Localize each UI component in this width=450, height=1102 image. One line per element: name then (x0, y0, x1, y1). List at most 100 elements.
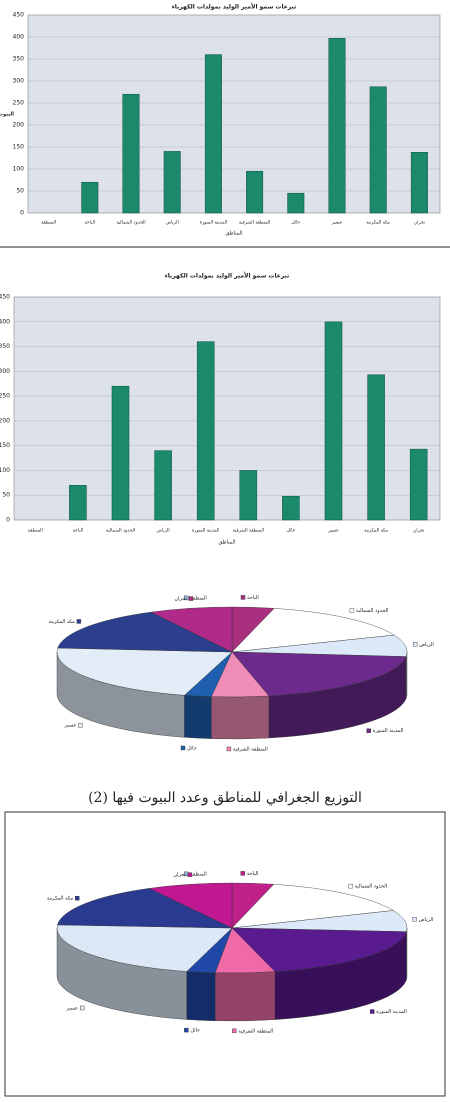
legend-label: عسير (65, 1005, 78, 1011)
bar (69, 485, 87, 521)
bar (122, 93, 140, 214)
bar (246, 170, 264, 214)
x-tick-label: عسير (327, 529, 339, 534)
y-tick-label: 100 (0, 467, 10, 474)
y-axis-label: البيوت (0, 112, 14, 118)
legend-label: الباحة (247, 595, 259, 601)
legend-swatch (412, 642, 418, 647)
bar (239, 470, 258, 521)
pie-slice (57, 611, 233, 653)
pie-slice (150, 606, 233, 653)
y-tick-label: 400 (13, 34, 25, 41)
chart-title: تبرعات سمو الأمير الوليد بمولدات الكهربا… (172, 3, 297, 11)
x-tick-label: حائل (291, 221, 300, 226)
legend-swatch (79, 1005, 85, 1011)
pie-slice (57, 888, 233, 929)
x-axis-label: المناطق (226, 231, 243, 237)
y-tick-label: 150 (0, 442, 10, 449)
x-tick-label: الحدود الشمالية (106, 529, 135, 534)
y-tick-label: 450 (13, 12, 25, 19)
y-tick-label: 350 (13, 56, 25, 63)
pie-side (184, 695, 212, 739)
y-tick-label: 250 (0, 393, 10, 400)
y-tick-label: 300 (0, 368, 10, 375)
bar (369, 86, 387, 214)
legend-swatch (184, 1027, 189, 1033)
y-tick-label: 300 (13, 78, 25, 85)
x-tick-label: المنطقة (28, 529, 43, 534)
legend-swatch (226, 746, 232, 752)
bar (81, 181, 99, 214)
pie-side (214, 971, 276, 1022)
legend-label: نجران (175, 596, 187, 602)
chart-title: تبرعات سمو الأمير الوليد بمولدات الكهربا… (165, 272, 290, 280)
y-tick-label: 100 (13, 166, 25, 173)
legend-swatch (412, 917, 417, 922)
legend-swatch (76, 619, 82, 624)
y-tick-label: 0 (6, 517, 10, 524)
legend-label: الحدود الشمالية (355, 884, 388, 890)
legend-swatch (240, 871, 245, 876)
bar (367, 374, 385, 521)
pie-side (186, 971, 216, 1021)
legend-label: الحدود الشمالية (356, 608, 389, 614)
y-tick-label: 0 (20, 210, 24, 217)
legend-swatch (349, 608, 355, 613)
x-tick-label: الباحة (73, 529, 84, 534)
bar (163, 151, 181, 214)
x-tick-label: حائل (286, 529, 295, 534)
y-tick-label: 350 (0, 343, 10, 350)
legend-label: عسير (64, 723, 77, 729)
legend-label: المنطقة (190, 595, 207, 601)
x-tick-label: الباحة (85, 221, 96, 226)
bar (204, 54, 222, 214)
pie-side (211, 695, 270, 740)
legend-label: حائل (187, 745, 197, 751)
chart-title: التوزيع الجغرافي للمناطق وعدد البيوت فيه… (88, 790, 362, 806)
x-tick-label: مكة المكرمة (366, 220, 390, 226)
y-tick-label: 200 (0, 417, 10, 424)
x-tick-label: الحدود الشمالية (116, 221, 145, 226)
legend-swatch (348, 883, 353, 889)
pie-slice (231, 884, 394, 929)
x-tick-label: عسير (331, 221, 343, 226)
y-tick-label: 200 (13, 122, 25, 129)
legend-label: الرياض (419, 917, 434, 923)
x-tick-label: المدينة المنورة (192, 529, 219, 534)
y-tick-label: 400 (0, 318, 10, 325)
x-tick-label: نجران (413, 529, 424, 534)
y-tick-label: 50 (2, 492, 10, 499)
y-tick-label: 50 (16, 188, 24, 195)
bar (410, 152, 428, 214)
bar (287, 192, 305, 214)
legend-label: الرياض (419, 642, 434, 648)
x-tick-label: نجران (414, 221, 425, 226)
legend-label: مكة المكرمة (48, 619, 75, 625)
x-tick-label: المنطقة الشرقية (239, 221, 270, 226)
legend-swatch (183, 595, 189, 601)
legend-label: حائل (190, 1028, 200, 1034)
legend-swatch (232, 1028, 237, 1034)
y-tick-label: 450 (0, 294, 10, 301)
legend-swatch (187, 872, 193, 877)
y-tick-label: 150 (13, 144, 25, 151)
legend-swatch (366, 728, 371, 733)
legend-swatch (180, 745, 186, 751)
x-tick-label: الرياض (157, 529, 170, 534)
pie-slice (231, 927, 407, 972)
legend-swatch (240, 595, 246, 600)
bar (196, 341, 215, 521)
legend-swatch (75, 895, 80, 901)
x-axis-label: المناطق (219, 540, 236, 546)
pie-slice (56, 924, 233, 972)
legend-label: نجران (173, 872, 185, 878)
bar (154, 450, 172, 521)
legend-swatch (78, 723, 83, 728)
x-tick-label: مكة المكرمة (364, 528, 388, 534)
pie-slice (148, 882, 233, 929)
frame (4, 811, 446, 1097)
x-tick-label: المنطقة (41, 221, 56, 226)
bar (324, 321, 343, 521)
x-tick-label: المنطقة الشرقية (233, 529, 264, 534)
